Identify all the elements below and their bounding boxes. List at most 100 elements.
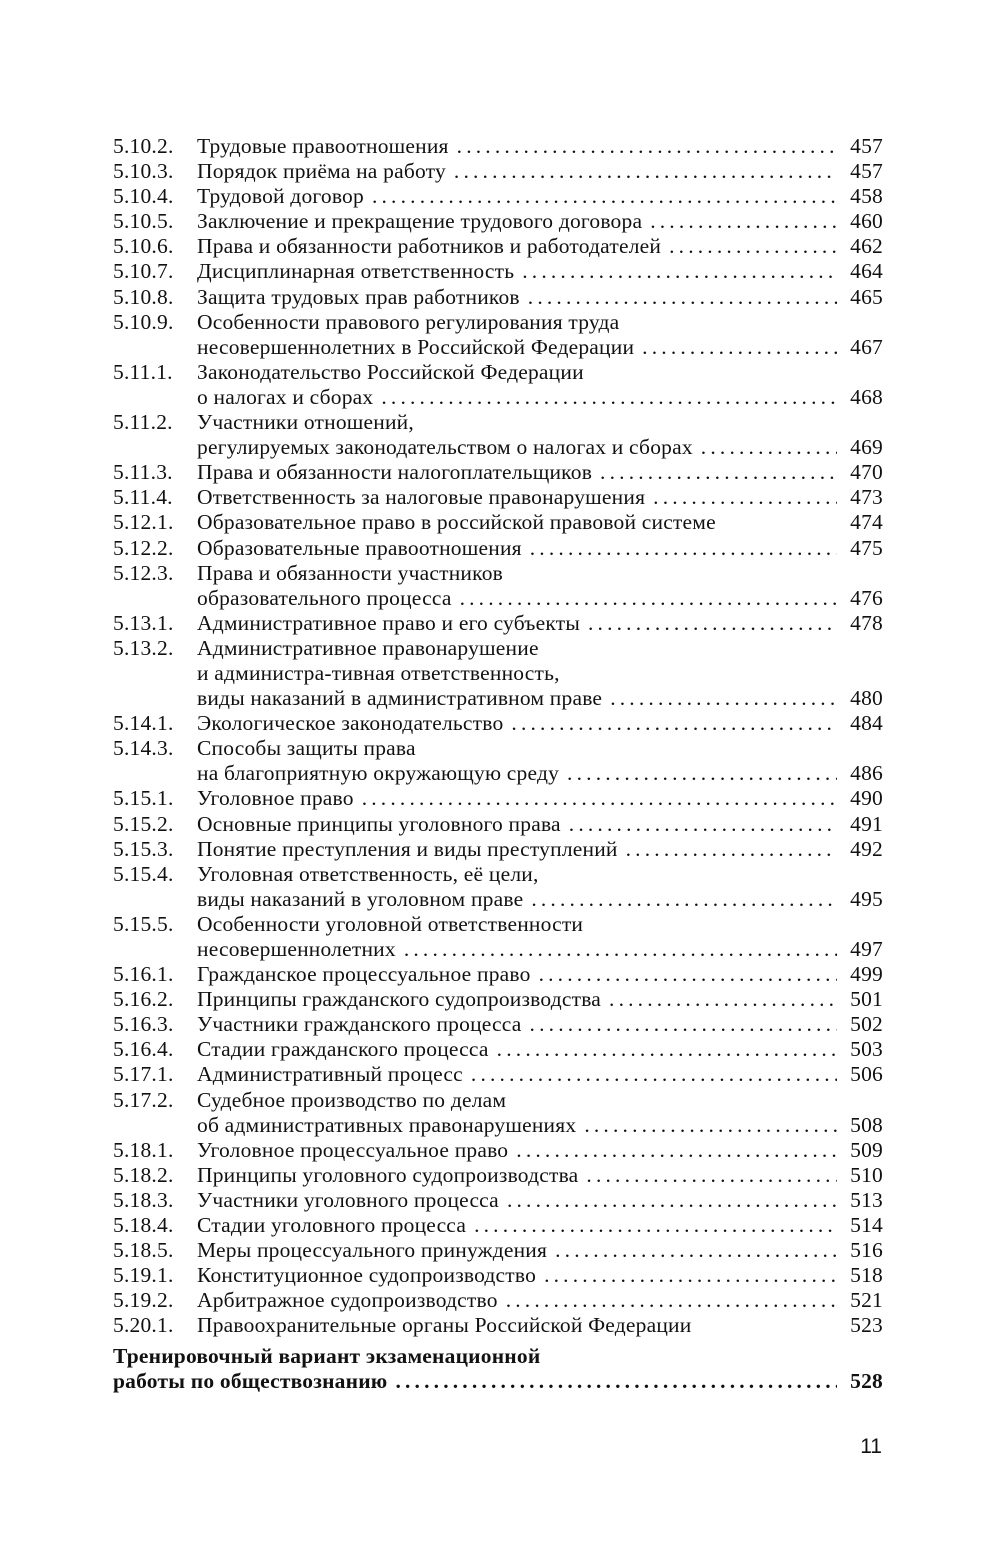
page-ref: 510 — [850, 1162, 883, 1187]
toc-entry: 5.11.3. Права и обязанности налогоплатель… — [113, 460, 883, 485]
page-ref: 467 — [850, 334, 883, 359]
section-title: Административный процесс — [197, 1062, 463, 1087]
page-ref: 501 — [850, 987, 883, 1012]
dot-leader — [452, 586, 837, 611]
section-title: Участники отношений, — [197, 410, 414, 435]
dot-leader — [645, 485, 837, 510]
toc-entry-line: 5.11.4. Ответственность за налоговые прав… — [113, 485, 883, 510]
toc-entry: 5.11.4. Ответственность за налоговые прав… — [113, 485, 883, 510]
toc-entry: 5.18.1. Уголовное процессуальное право 509 — [113, 1138, 883, 1163]
toc-entry: 5.17.1. Административный процесс 506 — [113, 1062, 883, 1087]
dot-leader — [716, 510, 837, 535]
toc-entry-line: 5.15.5. Особенности уголовной ответственн… — [113, 912, 883, 937]
page-ref: 508 — [850, 1112, 883, 1137]
page-ref: 528 — [850, 1368, 883, 1393]
toc-entry: 5.10.2. Трудовые правоотношения 457 — [113, 134, 883, 159]
section-number: 5.16.1. — [113, 962, 174, 987]
section-title: Порядок приёма на работу — [197, 159, 446, 184]
toc-entry-line: 5.10.9. Особенности правового регулирован… — [113, 310, 883, 335]
toc-entry: 5.13.1. Административное право и его субъ… — [113, 611, 883, 636]
section-title: несовершеннолетних — [197, 937, 396, 961]
toc-entry: 5.15.2. Основные принципы уголовного прав… — [113, 812, 883, 837]
section-title: Заключение и прекращение трудового догов… — [197, 209, 643, 234]
table-of-contents: 5.10.2.Трудовые правоотношения4575.10.3.… — [113, 134, 883, 1394]
toc-entry-line: 5.10.8. Защита трудовых прав работников 46… — [113, 285, 883, 310]
toc-entry: 5.18.2. Принципы уголовного судопроизводс… — [113, 1163, 883, 1188]
toc-entry-line: 5.16.3. Участники гражданского процесса 50… — [113, 1012, 883, 1037]
section-number: 5.10.3. — [113, 159, 174, 184]
section-number: 5.14.3. — [113, 736, 174, 761]
dot-leader — [508, 1138, 837, 1163]
toc-entry: 5.15.3. Понятие преступления и виды прест… — [113, 837, 883, 862]
toc-entry-line: 5.10.5. Заключение и прекращение трудовог… — [113, 209, 883, 234]
section-title: Законодательство Российской Федерации — [197, 359, 584, 384]
toc-entry-line: 5.15.2. Основные принципы уголовного прав… — [113, 812, 883, 837]
section-number: 5.11.1. — [113, 359, 173, 384]
section-number: 5.18.4. — [113, 1213, 174, 1238]
dot-leader — [364, 184, 837, 209]
toc-entry-line: 5.14.1. Экологическое законодательство 484 — [113, 711, 883, 736]
dot-leader — [520, 285, 837, 310]
section-title: Уголовное процессуальное право — [197, 1137, 509, 1162]
toc-entry: 5.10.3. Порядок приёма на работу 457 — [113, 159, 883, 184]
toc-entry-line: 5.12.3. Права и обязанности участников — [113, 561, 883, 586]
toc-entry: 5.16.2. Принципы гражданского судопроизво… — [113, 987, 883, 1012]
section-title: и администра-тивная ответственность, — [197, 660, 560, 685]
toc-entry-line: 5.17.2. Судебное производство по делам — [113, 1088, 883, 1113]
toc-entry: 5.10.4. Трудовой договор 458 — [113, 184, 883, 209]
toc-entry: 5.18.5. Меры процессуального принуждения 5… — [113, 1238, 883, 1263]
page-ref: 457 — [850, 159, 883, 184]
page-ref: 480 — [850, 686, 883, 711]
section-title: виды наказаний в уголовном праве — [197, 886, 524, 911]
dot-leader — [514, 259, 837, 284]
dot-leader — [691, 1313, 837, 1338]
toc-entry-line: 5.16.2. Принципы гражданского судопроизво… — [113, 987, 883, 1012]
page-ref: 464 — [850, 259, 883, 284]
toc-entry-line: 5.15.3. Понятие преступления и виды прест… — [113, 837, 883, 862]
toc-entry-line: 5.14.3. Способы защиты права — [113, 736, 883, 761]
toc-entry: 5.20.1. Правоохранительные органы Российс… — [113, 1313, 883, 1338]
section-number: 5.10.7. — [113, 259, 174, 284]
page-ref: 458 — [850, 184, 883, 209]
toc-entry: 5.14.1. Экологическое законодательство 484 — [113, 711, 883, 736]
section-number: 5.12.2. — [113, 535, 174, 560]
dot-leader — [580, 611, 837, 636]
section-title: Правоохранительные органы Российской Фед… — [197, 1313, 692, 1338]
page-ref: 509 — [850, 1137, 883, 1162]
toc-entry: 5.13.2. Административное правонарушение и … — [113, 636, 883, 711]
toc-entry-line: 5.10.3. Порядок приёма на работу 457 — [113, 159, 883, 184]
page-ref: 486 — [850, 761, 883, 786]
dot-leader — [559, 761, 837, 786]
page-ref: 492 — [850, 836, 883, 861]
section-title: Основные принципы уголовного права — [197, 811, 561, 836]
section-number: 5.17.2. — [113, 1087, 174, 1112]
toc-entry-line: 5.12.2. Образовательные правоотношения 475 — [113, 536, 883, 561]
page-ref: 497 — [850, 937, 883, 961]
dot-leader — [522, 536, 837, 561]
toc-entry-line: 5.18.4. Стадии уголовного процесса 514 — [113, 1213, 883, 1238]
section-title: Понятие преступления и виды преступлений — [197, 836, 618, 861]
section-number: 5.10.2. — [113, 134, 174, 158]
section-number: 5.20.1. — [113, 1313, 174, 1338]
section-number: 5.15.1. — [113, 786, 174, 811]
toc-entry-line: 5.12.1. Образовательное право в российско… — [113, 510, 883, 535]
toc-entry-line: несовершеннолетних 497 — [113, 937, 883, 962]
dot-leader — [466, 1213, 837, 1238]
dot-leader — [523, 887, 837, 912]
toc-entry: 5.16.4. Стадии гражданского процесса 503 — [113, 1037, 883, 1062]
section-number: 5.10.4. — [113, 184, 174, 209]
toc-entry-line: работы по обществознанию 528 — [113, 1369, 883, 1394]
page-ref: 465 — [850, 284, 883, 309]
dot-leader — [489, 1037, 837, 1062]
toc-entry-line: 5.17.1. Административный процесс 506 — [113, 1062, 883, 1087]
dot-leader — [503, 711, 837, 736]
section-title: Образовательные правоотношения — [197, 535, 522, 560]
section-number: 5.16.2. — [113, 987, 174, 1012]
dot-leader — [522, 1012, 837, 1037]
dot-leader — [498, 1288, 837, 1313]
dot-leader — [661, 234, 837, 259]
section-number: 5.10.8. — [113, 284, 174, 309]
section-title: Образовательное право в российской право… — [197, 510, 716, 535]
toc-entry-line: 5.19.2. Арбитражное судопроизводство 521 — [113, 1288, 883, 1313]
section-number: 5.17.1. — [113, 1062, 174, 1087]
